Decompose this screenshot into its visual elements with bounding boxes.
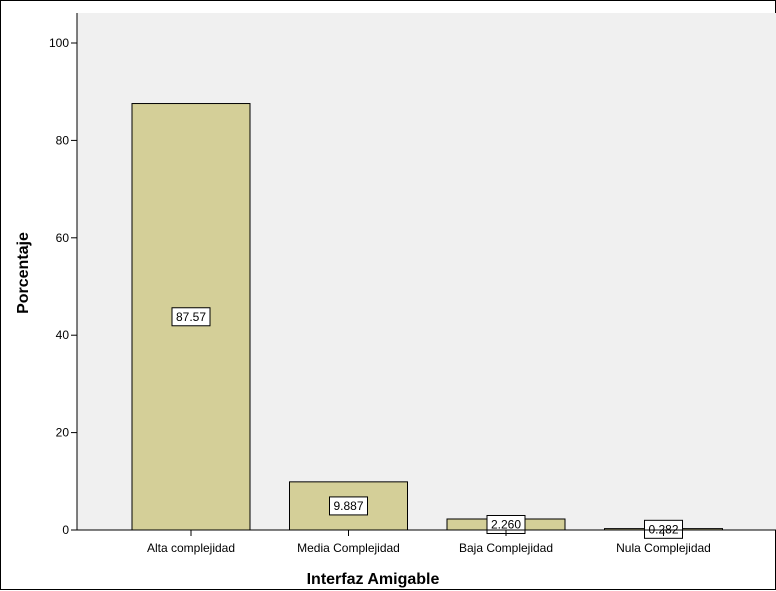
y-tick-label: 40 xyxy=(56,328,70,342)
bar-value-label-box xyxy=(171,307,211,327)
y-tick-label: 0 xyxy=(62,523,69,537)
x-tick-label: Baja Complejidad xyxy=(459,541,553,555)
y-axis-title: Porcentaje xyxy=(15,232,32,314)
y-tick-label: 100 xyxy=(49,36,69,50)
y-tick-label: 80 xyxy=(56,133,70,147)
bar-value-label: 87.57 xyxy=(176,310,206,324)
y-tick-label: 60 xyxy=(56,231,70,245)
x-tick-label: Media Complejidad xyxy=(297,541,400,555)
x-tick-label: Nula Complejidad xyxy=(616,541,711,555)
bar-value-label: 2.260 xyxy=(491,517,521,531)
bar-value-label-box xyxy=(329,496,368,516)
x-axis-title: Interfaz Amigable xyxy=(307,571,440,588)
bar-value-label: 9.887 xyxy=(333,499,363,513)
bar-value-label-box xyxy=(644,519,683,539)
y-tick-label: 20 xyxy=(56,426,70,440)
bar-value-label: 0.282 xyxy=(648,522,678,536)
x-tick-label: Alta complejidad xyxy=(147,541,235,555)
